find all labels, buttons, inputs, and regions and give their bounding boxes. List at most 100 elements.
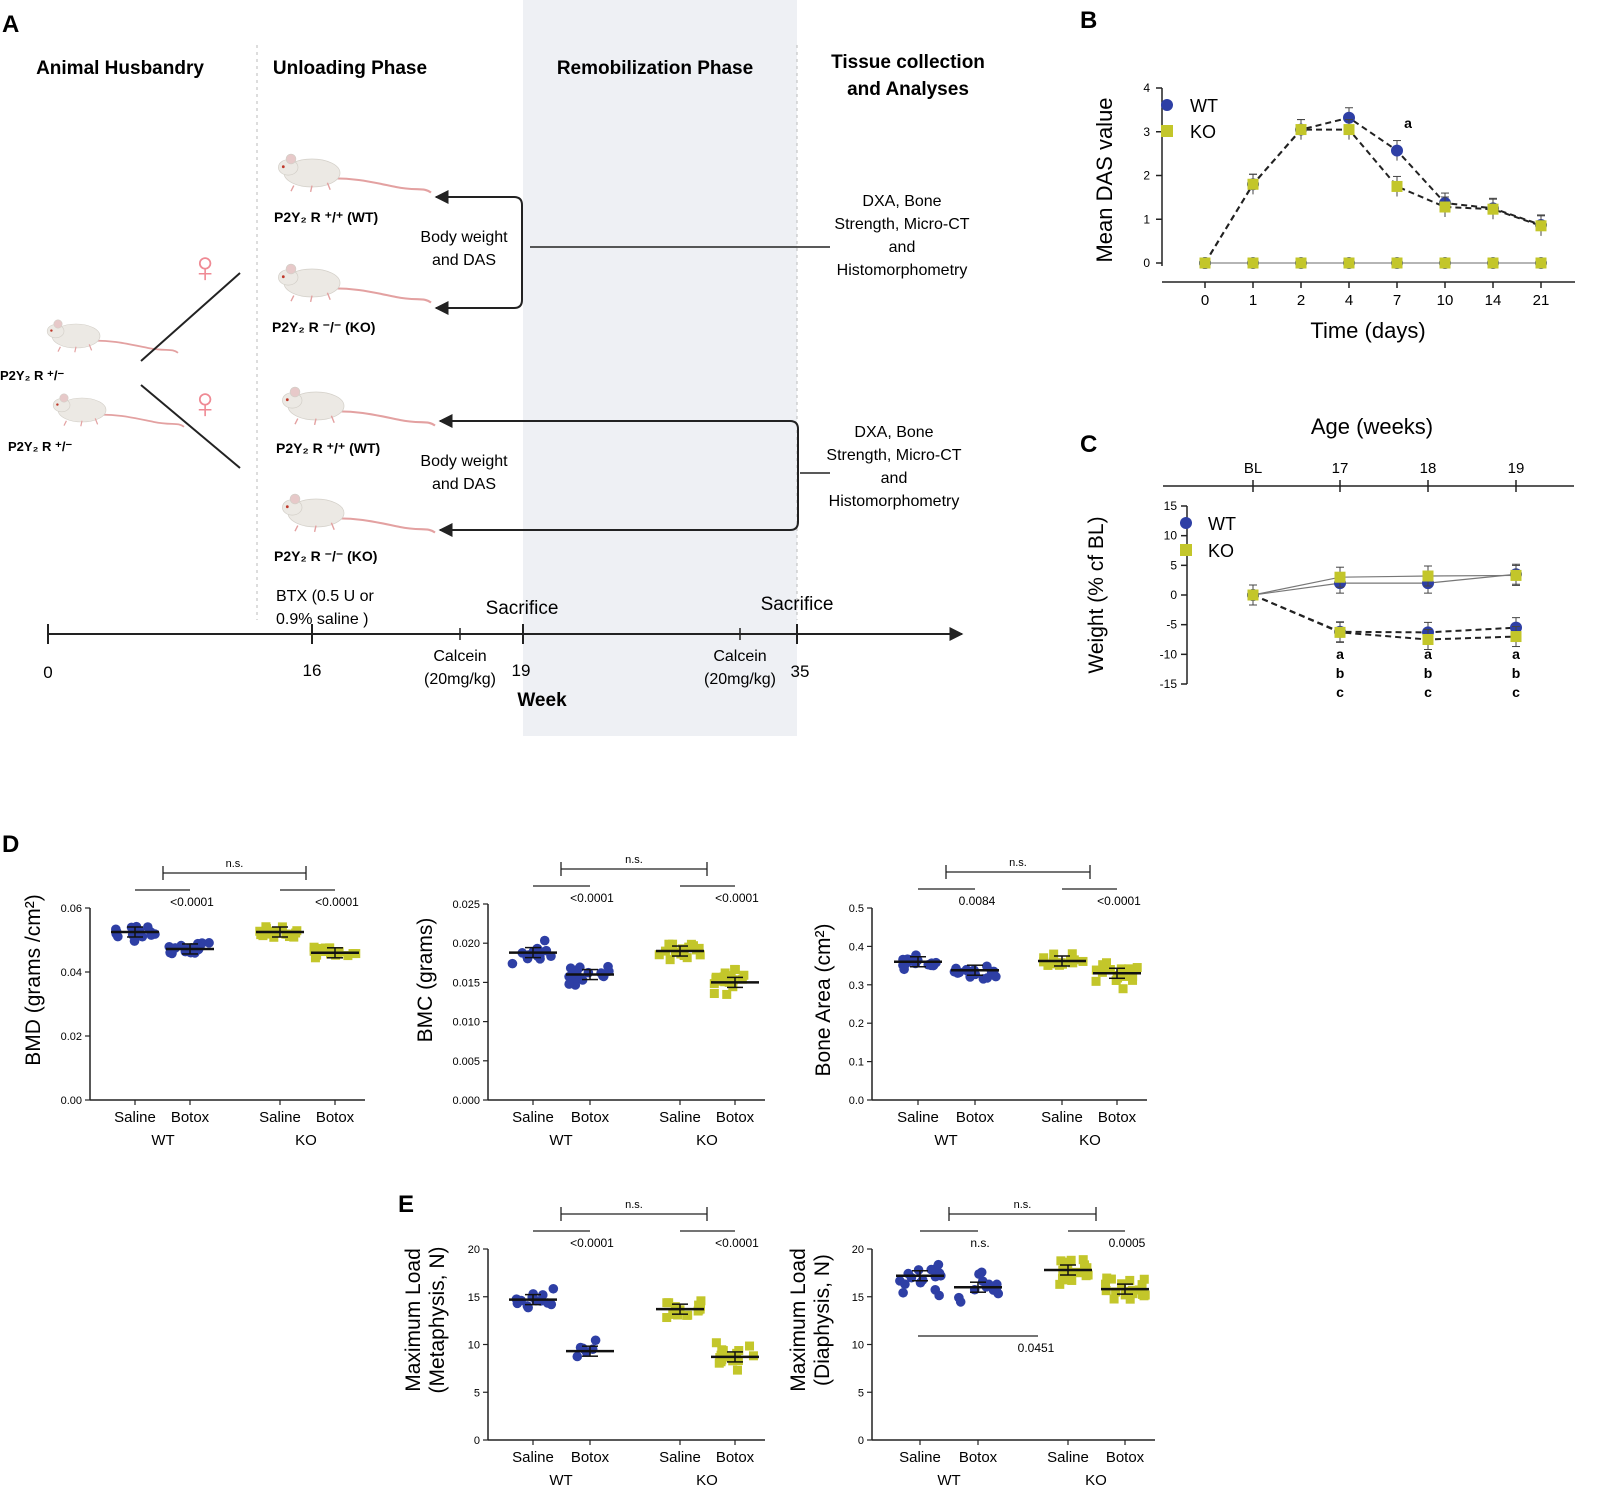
data-point-wt bbox=[204, 938, 214, 948]
panel-a: A Animal Husbandry Unloading Phase Remob… bbox=[0, 0, 985, 736]
panel-letter-b: B bbox=[1080, 7, 1097, 34]
data-point-ko bbox=[1391, 257, 1403, 269]
y-tick-label: 0.2 bbox=[849, 1018, 864, 1030]
y-tick-label: 0 bbox=[1143, 256, 1150, 270]
data-point-wt bbox=[590, 1335, 601, 1346]
data-point-ko bbox=[728, 1356, 738, 1366]
y-tick-label: 10 bbox=[1164, 529, 1178, 543]
data-point-ko bbox=[686, 939, 696, 949]
genotype-label: WT bbox=[549, 1472, 572, 1487]
mouse-icon bbox=[281, 493, 437, 534]
week-label: Week bbox=[517, 690, 567, 711]
analysis-line: DXA, Bone bbox=[854, 424, 933, 441]
data-point-wt bbox=[934, 1290, 944, 1301]
bracket-top-label: n.s. bbox=[226, 858, 244, 870]
x-tick-label: Saline bbox=[259, 1109, 301, 1126]
data-point-ko bbox=[263, 929, 273, 939]
measure-label: Body weight bbox=[420, 453, 508, 470]
data-point-ko bbox=[1049, 949, 1059, 959]
data-point-ko bbox=[1091, 965, 1101, 975]
x-tick-label: 0 bbox=[1201, 292, 1209, 309]
y-tick-label: -5 bbox=[1166, 618, 1177, 632]
data-point-ko bbox=[1119, 971, 1129, 981]
y-tick-label: 0.005 bbox=[452, 1056, 480, 1068]
data-point-ko bbox=[1439, 201, 1451, 213]
measure-label: Body weight bbox=[420, 229, 508, 246]
data-point-ko bbox=[1487, 257, 1499, 269]
y-tick-label: 1 bbox=[1143, 212, 1150, 226]
data-point-wt bbox=[142, 922, 153, 932]
bracket-bottom-label: 0.0451 bbox=[1018, 1341, 1055, 1355]
timeline-label: 19 bbox=[512, 661, 531, 680]
y-tick-label: 3 bbox=[1143, 125, 1150, 139]
data-point-ko bbox=[1510, 631, 1522, 643]
data-point-ko bbox=[722, 989, 732, 999]
bracket-ko-label: <0.0001 bbox=[715, 891, 759, 905]
data-point-wt bbox=[926, 1264, 937, 1275]
data-point-ko bbox=[664, 1298, 674, 1308]
y-tick-label: 0.0 bbox=[849, 1095, 864, 1107]
data-point-ko bbox=[734, 1346, 744, 1356]
data-point-ko bbox=[1100, 963, 1110, 973]
legend-wt-label: WT bbox=[1190, 96, 1218, 116]
data-point-wt bbox=[911, 950, 921, 961]
x-tick-label: Saline bbox=[1041, 1109, 1083, 1126]
y-axis-label: (Diaphysis, N) bbox=[811, 1254, 834, 1386]
data-point-wt bbox=[537, 1290, 548, 1300]
y-tick-label: 0.3 bbox=[849, 980, 864, 992]
y-tick-label: 15 bbox=[468, 1292, 480, 1304]
data-point-ko bbox=[1105, 965, 1115, 975]
phase-remobilization: Remobilization Phase bbox=[557, 58, 753, 79]
series-line bbox=[1252, 594, 1517, 634]
data-point-wt bbox=[913, 1265, 924, 1275]
mouse-icon bbox=[46, 318, 179, 354]
x-tick-label: Saline bbox=[899, 1449, 941, 1466]
data-point-ko bbox=[1128, 971, 1138, 981]
x-tick-label: 1 bbox=[1249, 292, 1257, 309]
x-tick-label: Saline bbox=[659, 1449, 701, 1466]
bracket-ko-label: <0.0001 bbox=[315, 895, 359, 909]
unloading-bracket bbox=[434, 190, 523, 315]
legend-ko-marker bbox=[1180, 544, 1192, 556]
genotype-label: WT bbox=[151, 1132, 174, 1149]
x-tick-label: Botox bbox=[316, 1109, 355, 1126]
btx-label: BTX (0.5 U or bbox=[276, 588, 374, 605]
data-point-wt bbox=[974, 1269, 984, 1279]
y-tick-label: 5 bbox=[858, 1387, 864, 1399]
data-point-ko bbox=[1057, 1274, 1067, 1284]
y-tick-label: 0 bbox=[1170, 588, 1177, 602]
data-point-ko bbox=[1059, 1257, 1069, 1267]
data-point-wt bbox=[991, 971, 1001, 982]
scatter-panel-e2: 0 5 10 15 20 Saline Botox Saline Botox WT KO Maximu… bbox=[787, 1199, 1155, 1487]
y-tick-label: 4 bbox=[1143, 81, 1150, 95]
phase-tissue-line2: and Analyses bbox=[847, 79, 969, 100]
parent-label: P2Y₂ R ⁺/⁻ bbox=[0, 368, 64, 383]
significance-letter: c bbox=[1424, 684, 1432, 700]
panel-letter-a: A bbox=[2, 11, 19, 38]
analysis-line: Strength, Micro-CT bbox=[834, 216, 969, 233]
legend-wt-marker bbox=[1161, 99, 1173, 111]
data-point-ko bbox=[309, 942, 319, 952]
data-point-ko bbox=[711, 1338, 721, 1348]
x-tick-label: Saline bbox=[659, 1109, 701, 1126]
analysis-line: DXA, Bone bbox=[862, 193, 941, 210]
data-point-ko bbox=[1066, 1255, 1076, 1265]
data-point-wt bbox=[900, 1279, 910, 1290]
data-point-wt bbox=[572, 1351, 583, 1362]
legend-ko-label: KO bbox=[1208, 541, 1234, 561]
scatter-panel-d2: 0.000 0.005 0.010 0.015 0.020 0.025 Saline Boto… bbox=[414, 854, 765, 1149]
data-point-ko bbox=[1118, 984, 1128, 994]
data-point-ko bbox=[717, 1355, 727, 1365]
y-tick-label: 0.000 bbox=[452, 1095, 480, 1107]
x-tick-label: Saline bbox=[897, 1109, 939, 1126]
genotype-label: WT bbox=[937, 1472, 960, 1487]
female-icon: ♀ bbox=[189, 243, 222, 292]
data-point-ko bbox=[1067, 1275, 1077, 1285]
significance-letter: a bbox=[1336, 646, 1344, 662]
data-point-ko bbox=[711, 974, 721, 984]
calcein-label: (20mg/kg) bbox=[424, 671, 496, 688]
age-tick-label: 17 bbox=[1332, 460, 1349, 477]
data-point-ko bbox=[1535, 257, 1547, 269]
genotype-label: WT bbox=[934, 1132, 957, 1149]
